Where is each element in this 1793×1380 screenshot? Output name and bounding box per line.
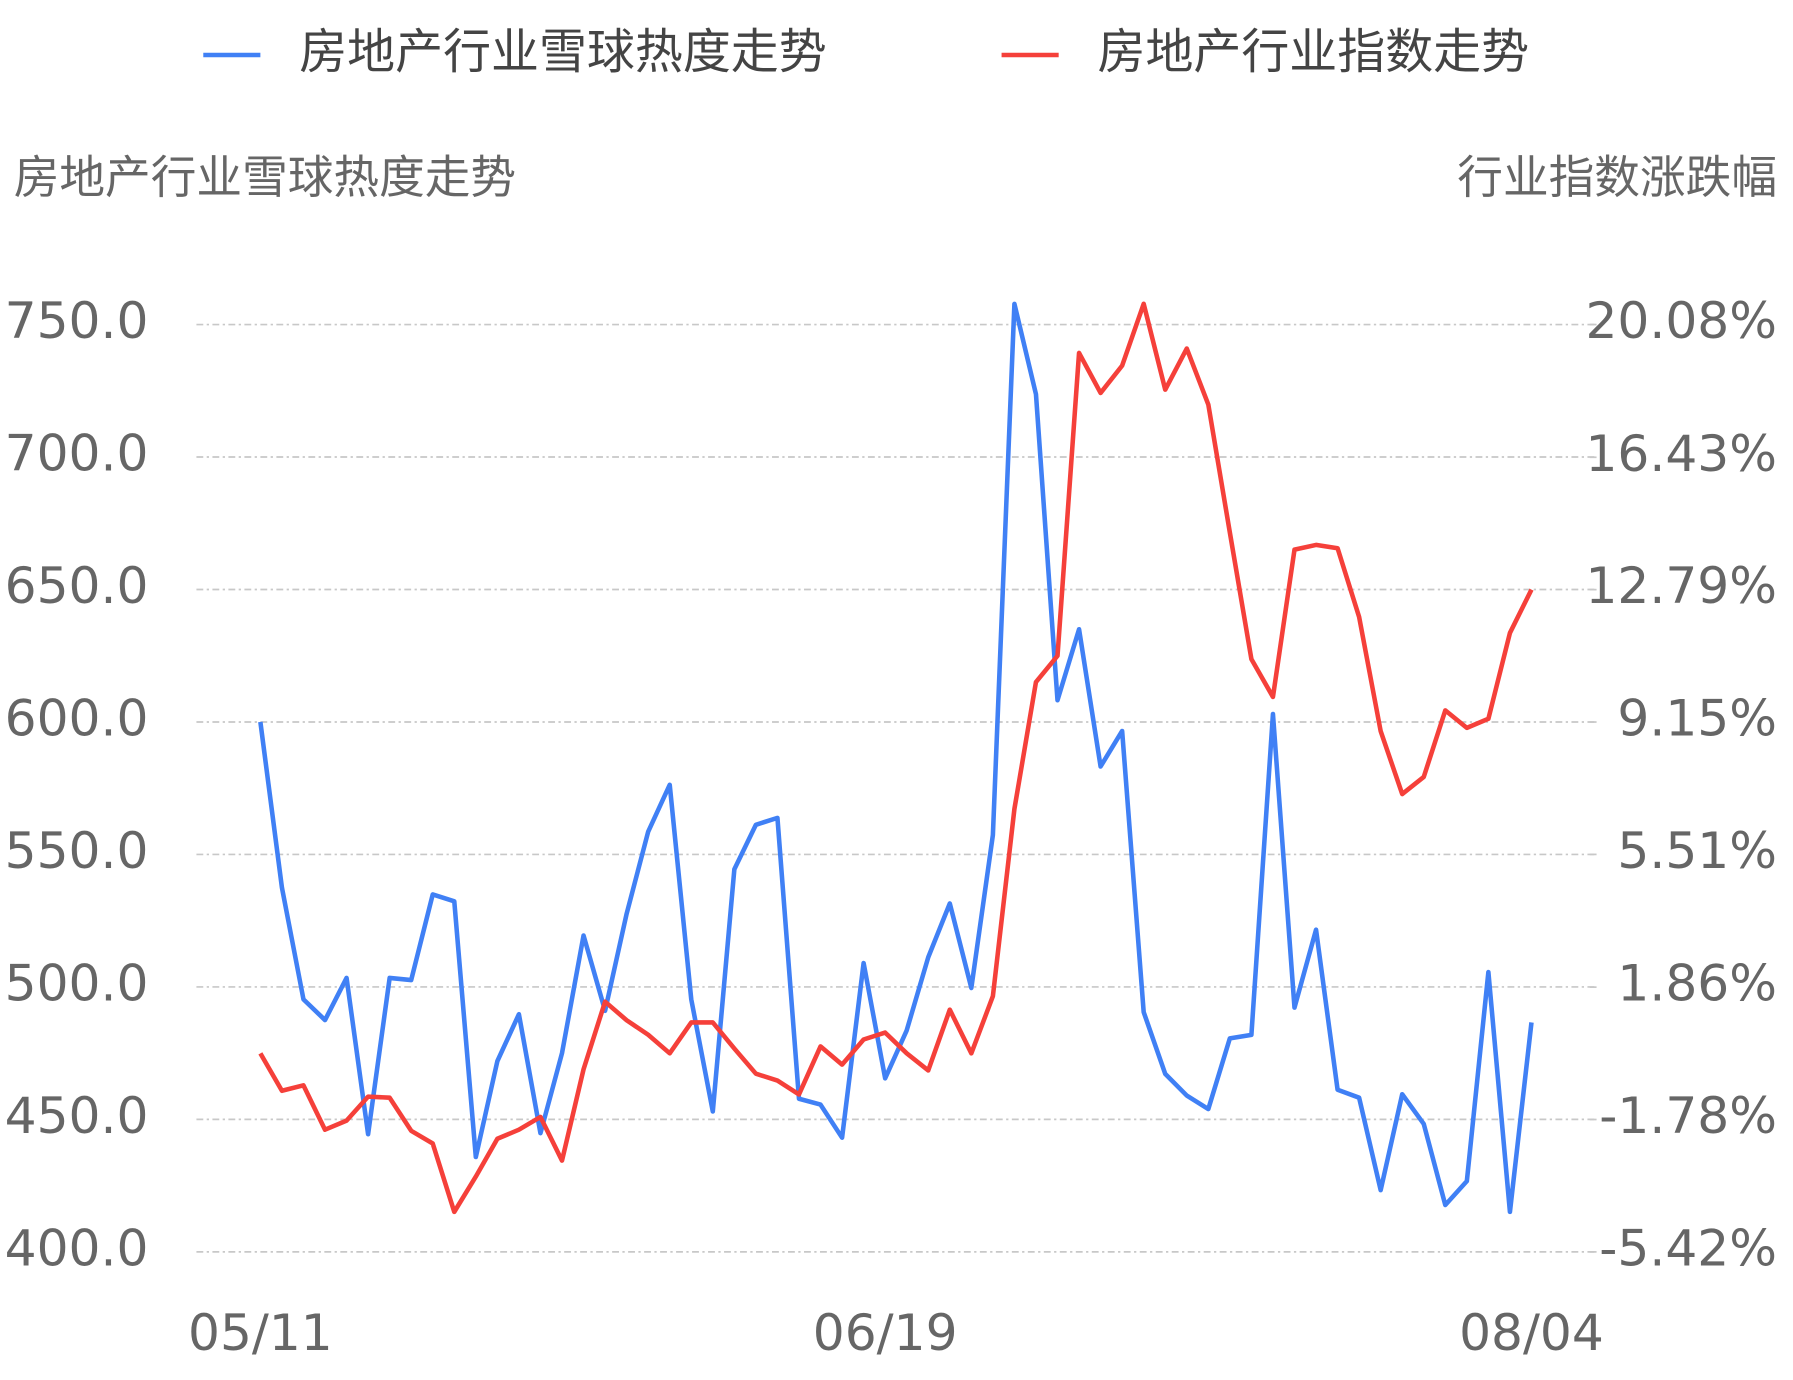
y2-tick-label: -5.42%: [1599, 1218, 1777, 1277]
y2-tick-label: 20.08%: [1585, 291, 1777, 350]
series-line: [258, 301, 1534, 1215]
y2-tick-label: 12.79%: [1585, 556, 1777, 615]
y-tick-label: 750.0: [5, 291, 149, 350]
y2-tick-label: 16.43%: [1585, 424, 1777, 483]
y2-tick-label: -1.78%: [1599, 1086, 1777, 1145]
y2-tick-label: 9.15%: [1617, 689, 1777, 748]
y2-tick-label: 5.51%: [1617, 821, 1777, 880]
legend-label: 房地产行业雪球热度走势: [299, 24, 826, 80]
y2-axis-title: 行业指数涨跌幅: [1457, 151, 1777, 204]
series-line: [258, 301, 1534, 1215]
x-tick-label: 06/19: [813, 1303, 958, 1362]
y-tick-label: 400.0: [5, 1218, 149, 1277]
x-tick-label: 08/04: [1459, 1303, 1604, 1362]
y2-tick-label: 1.86%: [1617, 954, 1777, 1013]
y-tick-label: 650.0: [5, 556, 149, 615]
y-tick-label: 550.0: [5, 821, 149, 880]
legend-label: 房地产行业指数走势: [1097, 24, 1529, 80]
y-tick-label: 450.0: [5, 1086, 149, 1145]
y-tick-label: 600.0: [5, 688, 149, 747]
y-tick-label: 500.0: [5, 953, 149, 1012]
y-axis-title: 房地产行业雪球热度走势: [14, 151, 516, 204]
x-tick-label: 05/11: [188, 1303, 333, 1362]
y-tick-label: 700.0: [5, 424, 149, 483]
